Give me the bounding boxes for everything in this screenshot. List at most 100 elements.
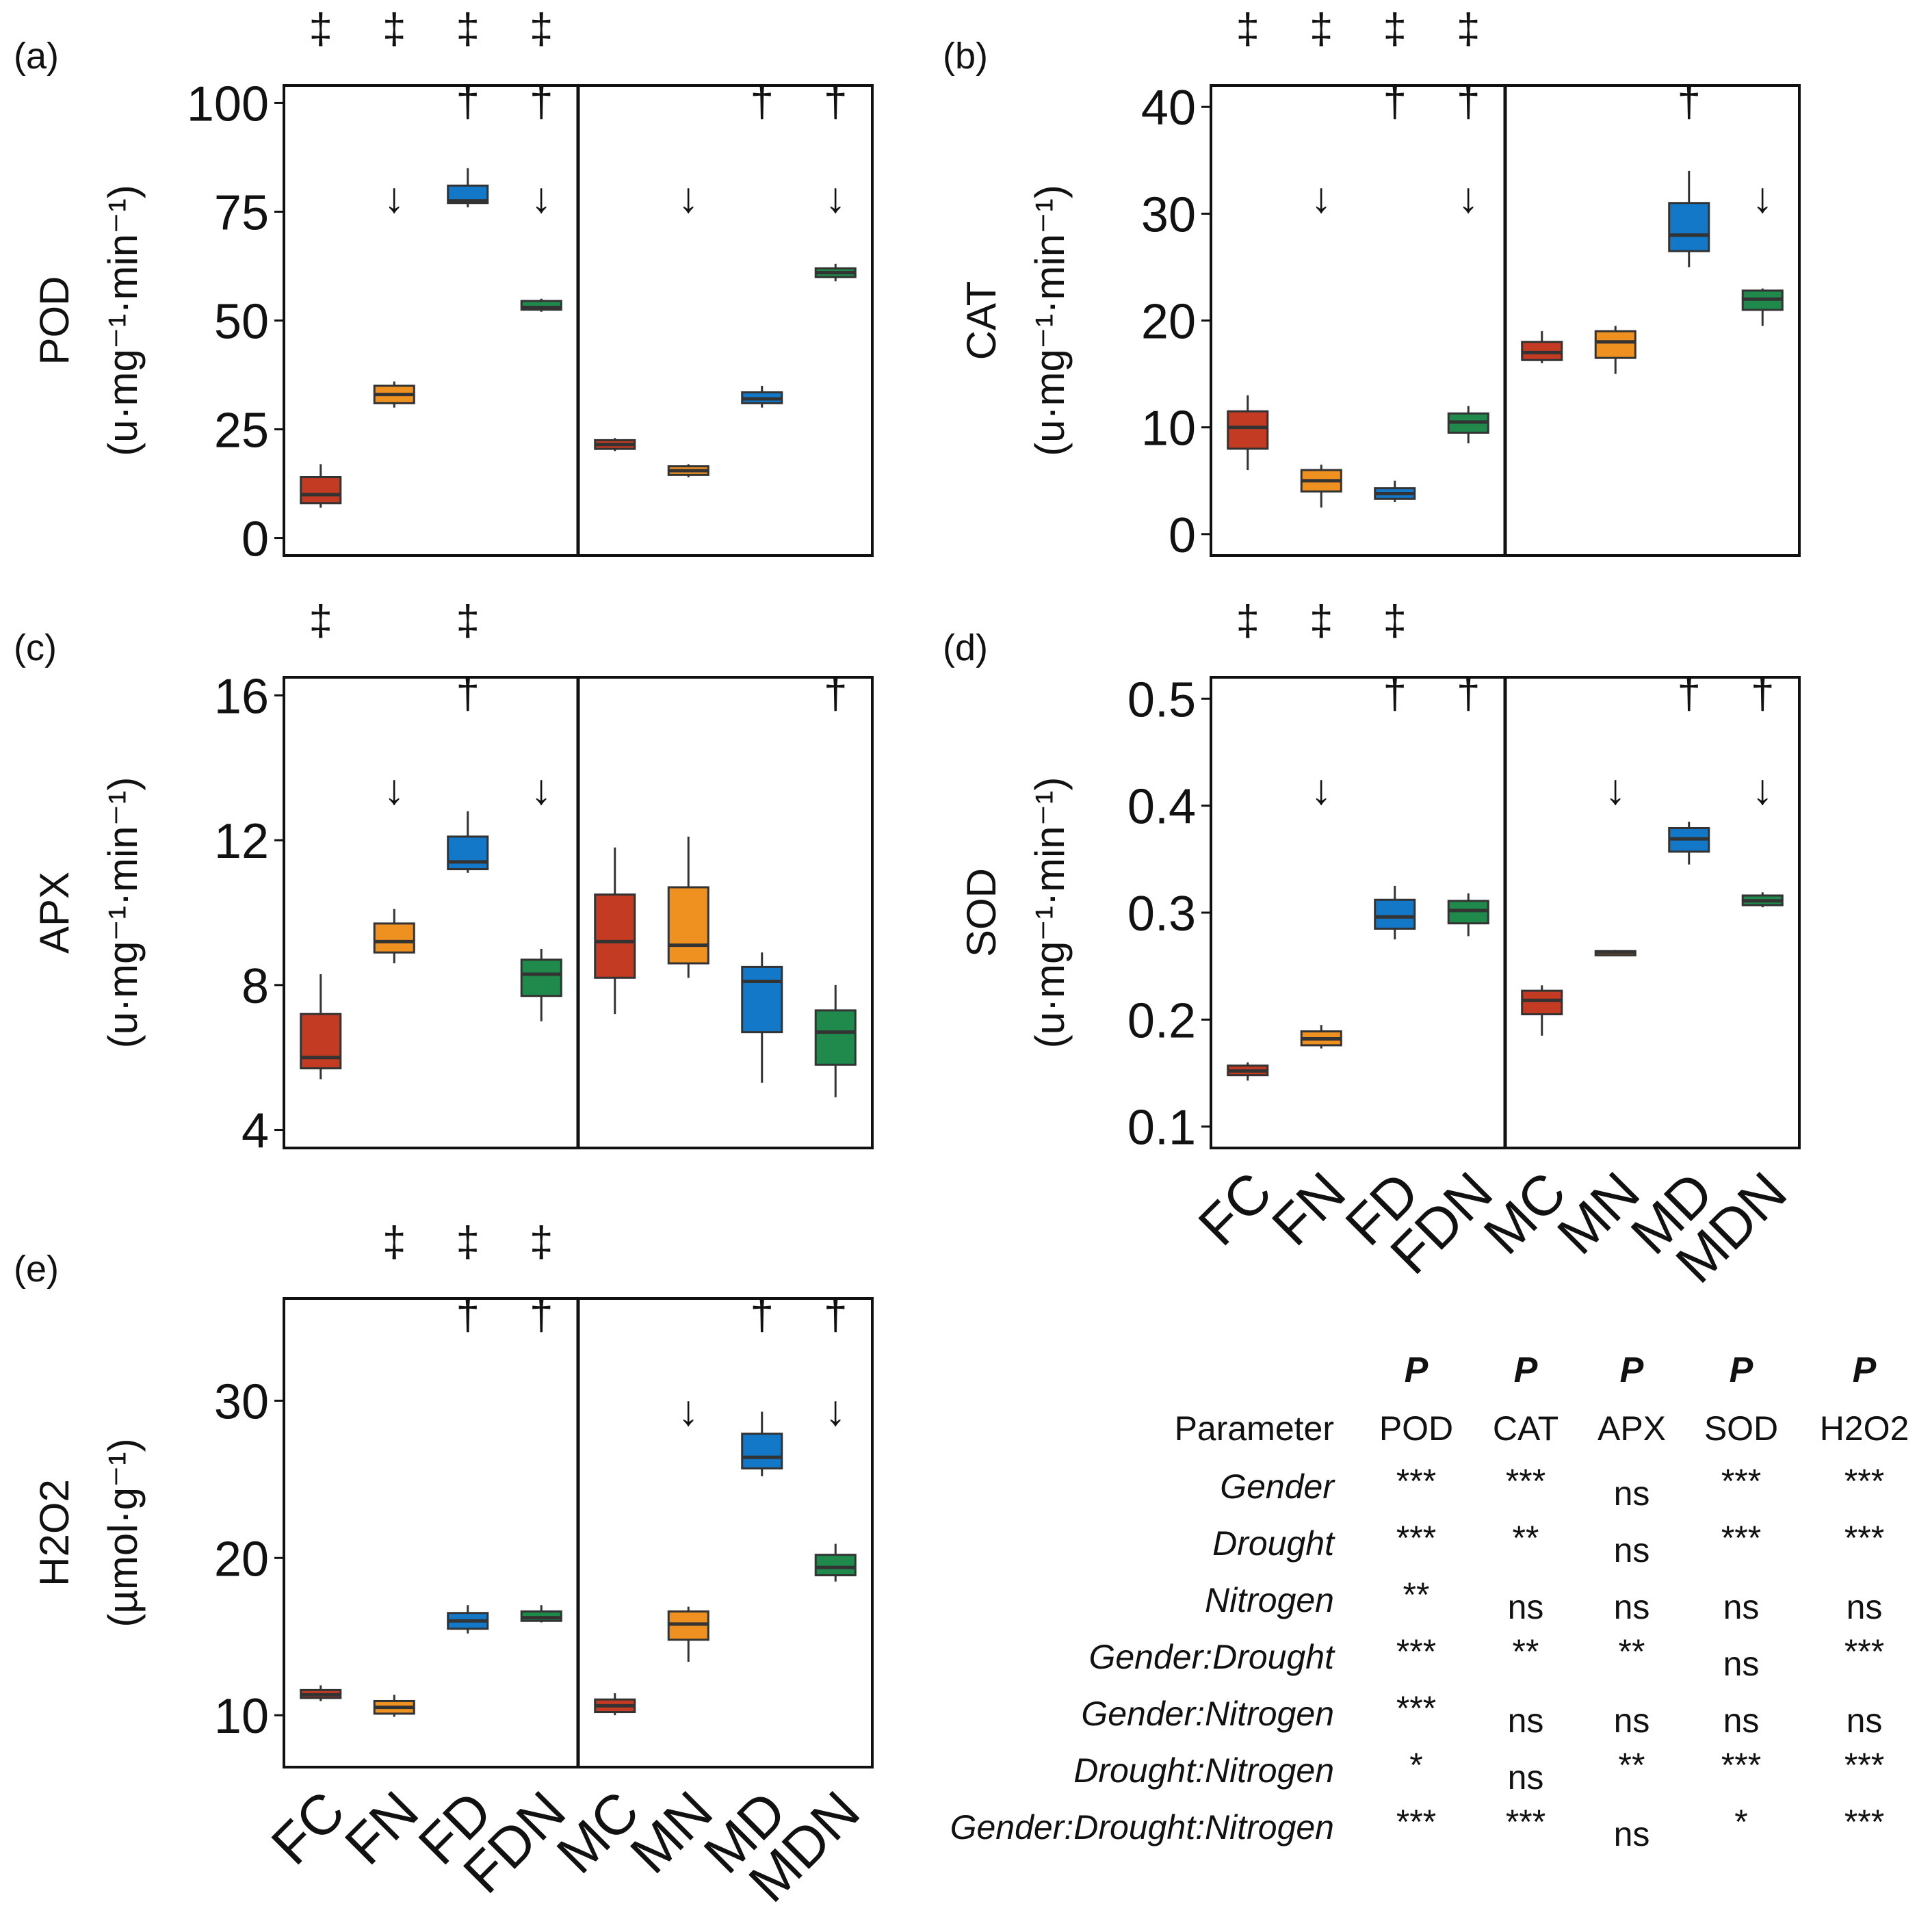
table-cell: ns — [1614, 1531, 1650, 1569]
dagger-mark: † — [530, 1292, 553, 1339]
y-tick-label: 16 — [214, 669, 269, 724]
box-FD — [447, 835, 489, 870]
panel-a: (a) POD (u·mg⁻¹·min⁻¹) 0 25 50 75 100 ‡ ‡ ‡ ‡ † † † † ↓ ↓… — [14, 5, 874, 567]
table-cell: *** — [1396, 1519, 1436, 1557]
box-FDN — [520, 958, 562, 997]
panel-b: (b) CAT (u·mg⁻¹·min⁻¹) 0 10 20 30 40 ‡ ‡ ‡ ‡ † † † ↓ ↓ ↓ — [943, 5, 1801, 563]
table-cell: ** — [1403, 1576, 1430, 1614]
dagger-mark: † — [1751, 670, 1774, 718]
p-header: P — [1405, 1350, 1429, 1390]
table-cell: * — [1409, 1746, 1422, 1784]
double-dagger-mark: ‡ — [1457, 5, 1480, 53]
column-header: CAT — [1493, 1409, 1559, 1448]
table-cell: ns — [1614, 1588, 1650, 1626]
dagger-mark: † — [1457, 79, 1480, 126]
down-arrow-mark: ↓ — [825, 174, 846, 222]
parameter-header: Parameter — [1175, 1409, 1334, 1448]
column-header: POD — [1379, 1409, 1453, 1448]
double-dagger-mark: ‡ — [382, 1218, 406, 1266]
table-cell: *** — [1844, 1803, 1884, 1841]
y-tick-label: 0.4 — [1127, 780, 1196, 835]
box-MN — [1594, 330, 1636, 359]
box-MDN — [814, 1554, 857, 1577]
dagger-mark: † — [456, 670, 480, 718]
dagger-mark: † — [530, 79, 553, 126]
down-arrow-mark: ↓ — [1752, 766, 1773, 813]
table-cell: *** — [1844, 1519, 1884, 1557]
double-dagger-mark: ‡ — [382, 5, 406, 53]
y-tick-label: 40 — [1141, 81, 1196, 135]
panel-label: (a) — [14, 36, 59, 77]
p-header: P — [1514, 1350, 1538, 1390]
box-MC — [1521, 989, 1563, 1016]
box-FN — [373, 922, 415, 954]
y-tick-label: 12 — [214, 814, 269, 869]
row-label: Gender:Drought:Nitrogen — [950, 1808, 1334, 1846]
row-label: Gender — [1220, 1467, 1335, 1506]
y-tick-label: 0.2 — [1127, 993, 1196, 1048]
down-arrow-mark: ↓ — [531, 766, 552, 813]
table-cell: ns — [1723, 1701, 1760, 1740]
down-arrow-mark: ↓ — [1752, 174, 1773, 222]
table-cell: ns — [1614, 1474, 1650, 1513]
y-axis-unit: (u·mg⁻¹·min⁻¹) — [100, 777, 146, 1049]
dagger-mark: † — [1383, 79, 1407, 126]
panel-label: (e) — [14, 1249, 59, 1290]
y-tick-label: 0 — [242, 512, 269, 567]
y-tick-label: 0 — [1169, 508, 1196, 563]
double-dagger-mark: ‡ — [309, 5, 332, 53]
dagger-mark: † — [824, 1292, 847, 1339]
down-arrow-mark: ↓ — [384, 174, 405, 222]
y-tick-label: 100 — [187, 77, 269, 131]
table-cell: ns — [1614, 1815, 1650, 1853]
y-tick-label: 8 — [242, 959, 269, 1014]
double-dagger-mark: ‡ — [1383, 597, 1407, 644]
double-dagger-mark: ‡ — [456, 5, 480, 53]
y-tick-label: 0.3 — [1127, 887, 1196, 941]
y-tick-label: 0.5 — [1127, 673, 1196, 727]
table-cell: ns — [1508, 1588, 1544, 1626]
panel-label: (b) — [943, 36, 988, 77]
dagger-mark: † — [1457, 670, 1480, 718]
dagger-mark: † — [1678, 79, 1701, 126]
box-FD — [1374, 898, 1416, 930]
row-label: Drought — [1212, 1524, 1335, 1563]
y-axis-title: CAT — [959, 281, 1004, 361]
column-header: H2O2 — [1820, 1409, 1909, 1448]
box-MDN — [814, 1009, 857, 1066]
down-arrow-mark: ↓ — [1311, 766, 1332, 813]
table-cell: ** — [1619, 1746, 1645, 1784]
dagger-mark: † — [751, 79, 774, 126]
down-arrow-mark: ↓ — [678, 174, 699, 222]
y-axis-title: SOD — [959, 868, 1004, 957]
table-cell: *** — [1506, 1803, 1546, 1841]
table-cell: ** — [1619, 1632, 1645, 1671]
table-cell: *** — [1396, 1689, 1436, 1727]
panel-label: (c) — [14, 627, 57, 668]
p-header: P — [1730, 1350, 1753, 1390]
y-axis-title: POD — [31, 276, 77, 365]
down-arrow-mark: ↓ — [1311, 174, 1332, 222]
dagger-mark: † — [456, 1292, 480, 1339]
y-axis-unit: (µmol·g⁻¹) — [100, 1438, 146, 1627]
row-label: Gender:Nitrogen — [1081, 1695, 1334, 1733]
dagger-mark: † — [824, 79, 847, 126]
panel-c: (c) APX (u·mg⁻¹·min⁻¹) 4 8 12 16 ‡ ‡ † † ↓ ↓ — [14, 597, 874, 1159]
p-header: P — [1620, 1350, 1644, 1390]
table-cell: ** — [1513, 1519, 1539, 1557]
y-axis-unit: (u·mg⁻¹·min⁻¹) — [1027, 777, 1073, 1049]
double-dagger-mark: ‡ — [530, 1218, 553, 1266]
y-tick-label: 10 — [1141, 402, 1196, 456]
y-tick-label: 20 — [1141, 295, 1196, 350]
y-axis-unit: (u·mg⁻¹·min⁻¹) — [100, 185, 146, 456]
y-tick-label: 30 — [1141, 187, 1196, 242]
y-tick-label: 25 — [214, 404, 269, 458]
p-header: P — [1853, 1350, 1877, 1390]
table-cell: *** — [1721, 1462, 1761, 1500]
box-MD — [741, 1433, 783, 1470]
double-dagger-mark: ‡ — [1309, 597, 1333, 644]
table-cell: *** — [1721, 1519, 1761, 1557]
panel-d: (d) SOD (u·mg⁻¹·min⁻¹) 0.1 0.2 0.3 0.4 0.5 ‡ ‡ ‡ † †… — [943, 597, 1801, 1295]
